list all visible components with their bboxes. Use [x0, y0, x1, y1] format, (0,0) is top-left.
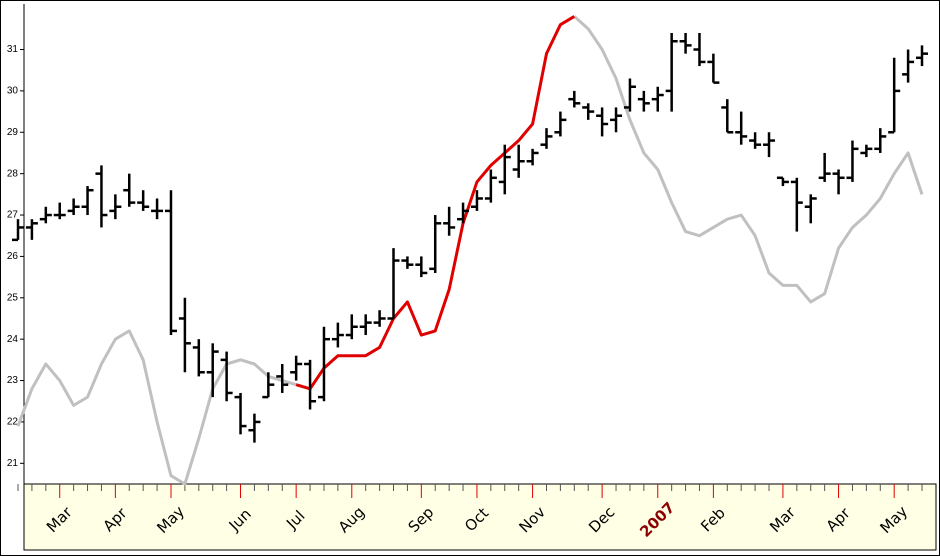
indicator-line — [295, 15, 576, 391]
y-tick-label: 24 — [7, 334, 19, 345]
y-tick-label: 23 — [7, 375, 19, 386]
y-tick-label: 28 — [7, 168, 19, 179]
y-tick-label: 21 — [7, 458, 19, 469]
x-axis-band — [23, 483, 937, 551]
y-tick-label: 22 — [7, 417, 19, 428]
y-tick-label: 25 — [7, 292, 19, 303]
y-tick-label: 26 — [7, 251, 19, 262]
y-tick-label: 31 — [7, 44, 19, 55]
y-tick-label: 27 — [7, 210, 19, 221]
indicator-line — [16, 329, 297, 486]
indicator-line — [573, 15, 924, 304]
y-tick-label: 29 — [7, 127, 19, 138]
y-tick-label: 30 — [7, 86, 19, 97]
